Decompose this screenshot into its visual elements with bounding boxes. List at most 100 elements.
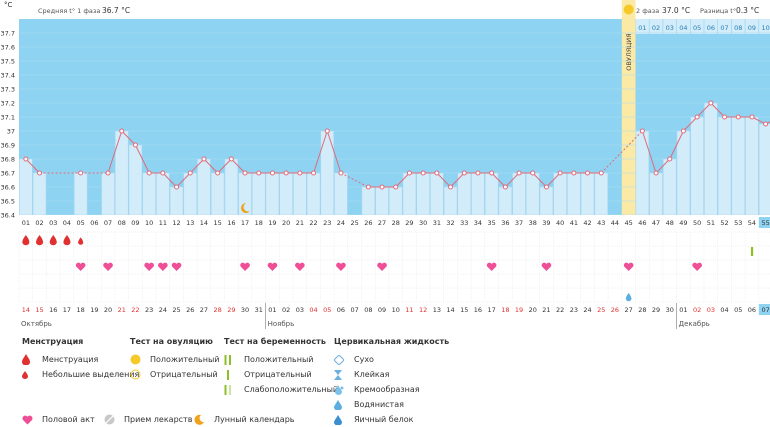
calendar-date-label: 08 [364,306,372,314]
temperature-bar [32,172,47,216]
intercourse-heart-icon [377,262,387,271]
temperature-bar [539,186,554,216]
temperature-bar [375,186,389,216]
phase1-label: Средняя t° 1 фаза [38,7,100,15]
legend-cervical-title: Цервикальная жидкость [334,337,450,346]
phase2-day-label: 04 [679,24,687,32]
blood-drop-icon [22,354,36,365]
diff-value: 0.3 °C [736,6,759,15]
phase2-day-cell [663,19,677,34]
temperature-bar [526,172,540,216]
temperature-point [297,170,303,176]
temperature-bar [471,172,485,216]
temperature-bar [484,172,499,216]
y-tick-label: 37.5 [1,58,15,66]
temperature-bar [745,116,759,216]
cycle-day-label: 42 [583,219,591,227]
pill-icon [104,414,118,425]
legend-item-creamy: Кремообразная [334,382,449,397]
calendar-date-label: 03 [296,306,304,314]
phase2-day-label: 10 [762,24,770,32]
temperature-bar [128,144,143,216]
calendar-date-label: 06 [748,306,756,314]
ovulation-vertical-label: ОВУЛЯЦИЯ [625,33,633,70]
calendar-date-label: 18 [77,306,85,314]
temperature-bar [402,172,417,216]
intercourse-heart-icon [144,262,154,271]
phase2-day-label: 02 [652,24,660,32]
calendar-date-label: 29 [227,306,235,314]
intercourse-heart-icon [486,262,497,271]
calendar-date-label: 20 [104,306,112,314]
legend-menstruation-label: Менструация [42,355,99,364]
calendar-date-label: 01 [268,306,276,314]
phase2-day-cell [718,19,732,34]
calendar-date-label: 21 [542,306,550,314]
cycle-day-label: 53 [734,219,742,227]
calendar-date-label: 23 [145,306,153,314]
temperature-bar [279,172,293,216]
cycle-day-label: 16 [227,219,235,227]
cycle-day-label: 24 [337,219,345,227]
temperature-line-segment [532,172,547,188]
calendar-date-label: 17 [488,306,496,314]
temperature-line-segment [203,158,219,174]
sticky-hourglass-icon [334,369,348,380]
cycle-day-label: 18 [255,219,263,227]
cycle-day-label: 39 [542,219,550,227]
small-drop-icon [22,370,36,379]
chart-header-strip [19,0,770,19]
y-tick-label: 37 [7,128,15,136]
temperature-bar [430,172,444,216]
moon-icon [194,414,208,425]
temperature-bar [224,158,239,216]
temperature-bar [169,186,184,216]
legend-intercourse-label: Половой акт [42,415,95,424]
temperature-line-segment [655,158,671,174]
cycle-day-label: 14 [200,219,208,227]
temperature-bar [512,172,526,216]
cycle-day-label: 34 [474,219,482,227]
temperature-point [516,170,522,176]
temperature-bar [457,172,471,216]
legend-egg-white-label: Яичный белок [354,415,414,424]
intercourse-heart-icon [267,262,278,271]
y-tick-label: 37.6 [1,44,15,52]
temperature-point [461,170,467,176]
phase2-day-label: 03 [666,24,674,32]
legend-item-menstruation: Менструация [22,352,139,367]
temperature-point [160,170,166,176]
phase2-day-cell [745,19,759,34]
current-day-highlight [758,217,770,228]
temperature-point [475,170,481,176]
phase2-day-cell [690,19,704,34]
cycle-day-label: 03 [49,219,57,227]
calendar-date-label: 06 [337,306,345,314]
cycle-day-label: 15 [214,219,222,227]
single-stripe-icon [224,369,238,380]
phase2-day-label: 05 [693,24,701,32]
cycle-day-label: 25 [351,219,359,227]
phase2-day-cell [635,19,649,34]
calendar-date-label: 28 [638,306,646,314]
legend-item-egg-white: Яичный белок [334,412,449,427]
intercourse-heart-icon [692,262,702,271]
calendar-date-label: 02 [282,306,290,314]
temperature-point [489,170,495,176]
menstruation-drop-icon [63,235,71,246]
intercourse-heart-icon [103,262,113,271]
month-label: Ноябрь [268,320,295,328]
temperature-line-segment [217,158,232,174]
temperature-point [338,170,344,176]
temperature-bar [389,186,403,216]
temperature-line-segment [751,116,766,125]
temperature-line-segment [765,121,770,125]
temperature-bar [361,186,376,216]
dry-diamond-icon [334,354,348,365]
y-tick-label: 37.3 [1,86,15,94]
temperature-point [201,156,207,162]
legend-preg-positive-label: Положительный [244,355,314,364]
temperature-line-segment [326,130,342,174]
calendar-date-label: 03 [707,306,715,314]
legend-small-discharge-label: Небольшие выделения [42,370,140,379]
